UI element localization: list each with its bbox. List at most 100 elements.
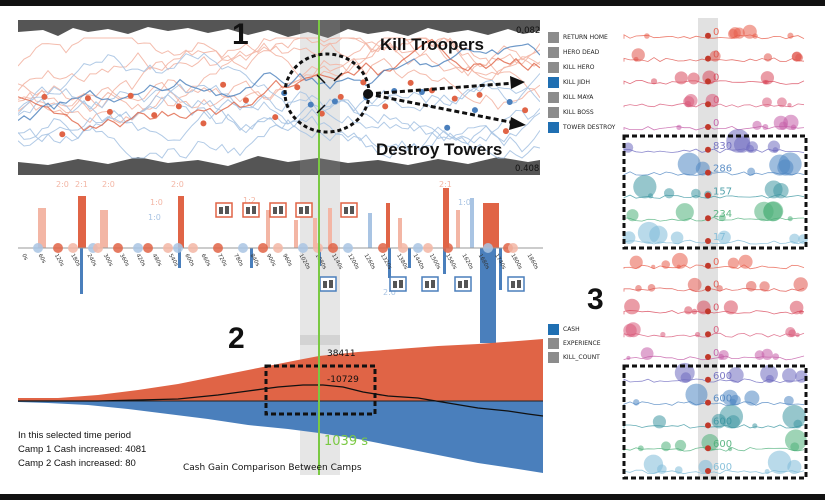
event-bar — [499, 248, 502, 290]
bubble — [784, 429, 807, 452]
bubble — [742, 24, 757, 39]
bottom-border — [0, 494, 825, 500]
small-multiple-row: 286 — [623, 152, 805, 176]
bubble — [787, 102, 792, 108]
timeline-circle — [298, 243, 308, 253]
bubble — [633, 175, 657, 199]
score-label: 2:1 — [75, 180, 88, 189]
bubble — [787, 32, 794, 39]
marker-dot — [705, 169, 711, 176]
legend-item[interactable]: CASH — [548, 323, 580, 335]
cash-area-chart[interactable]: 38411 -10729 1039 s Cash Gain Comparison… — [18, 335, 543, 475]
timeline-circle — [423, 243, 433, 253]
legend-item[interactable]: RETURN HOME — [548, 31, 608, 43]
time-tick: 1500s — [428, 253, 442, 271]
event-bar — [368, 213, 372, 248]
time-tick: 120s — [53, 253, 65, 268]
time-tick: 1800s — [509, 253, 523, 271]
legend-item[interactable]: TOWER DESTROY — [548, 121, 615, 133]
bubble — [651, 264, 656, 269]
line-view-panel[interactable]: 0.082 0.408 — [18, 20, 540, 175]
bottom-silhouette — [18, 156, 540, 175]
small-multiple-row: 600 — [623, 450, 805, 475]
row-value: 0 — [713, 27, 719, 38]
bubble — [633, 56, 639, 62]
time-tick: 840s — [248, 253, 260, 268]
row-value: 0 — [713, 95, 719, 106]
bubble — [661, 441, 671, 452]
row-value: 0 — [713, 280, 719, 291]
time-tick: 960s — [281, 253, 293, 268]
event-dot — [318, 110, 325, 117]
row-value: 0 — [713, 118, 719, 129]
legend-item[interactable]: KILL HERO — [548, 61, 595, 73]
panel-number-2: 2 — [228, 322, 245, 355]
event-dot — [407, 79, 414, 86]
event-dot — [382, 103, 389, 110]
camp1-cash-area — [18, 339, 543, 401]
small-multiple-row: 17 — [622, 221, 808, 245]
tower-icons — [215, 202, 525, 292]
legend-swatch — [548, 121, 559, 133]
time-tick: 60s — [37, 253, 47, 265]
legend-item[interactable]: KILL_COUNT — [548, 351, 600, 363]
row-value: 600 — [713, 462, 732, 473]
tower-icon — [242, 202, 260, 218]
timeline-circle — [213, 243, 223, 253]
bubble — [635, 285, 642, 292]
bubble — [727, 446, 733, 452]
event-bar — [178, 196, 184, 248]
legend-item[interactable]: KILL JIDH — [548, 76, 590, 88]
event-timeline[interactable]: 0s 60s 120s 180s 240s 300s 360s 420s 480s 540s 600… — [18, 175, 543, 345]
bubble — [691, 308, 698, 315]
bubble — [761, 348, 773, 361]
bubble — [687, 277, 702, 292]
bubble — [791, 51, 802, 62]
time-tick: 1200s — [346, 253, 360, 271]
event-dot — [220, 81, 227, 88]
camp-line — [18, 37, 540, 92]
difference-line — [18, 384, 543, 417]
bubble — [674, 439, 687, 452]
bubble — [626, 209, 639, 222]
legend-item[interactable]: HERO DEAD — [548, 46, 599, 58]
time-tick: 540s — [167, 253, 179, 268]
small-multiple-rows: 0 0 0 0 0 830 286 157 234 17 0 0 0 0 0 600 600 600 600 600 — [622, 24, 808, 475]
legend-swatch — [548, 76, 559, 88]
event-dot — [307, 101, 314, 108]
marker-dot — [705, 101, 711, 108]
marker-dot — [705, 124, 711, 130]
bubble — [675, 203, 694, 222]
bubble — [783, 114, 799, 130]
legend-item[interactable]: EXPERIENCE — [548, 337, 601, 349]
event-bar — [294, 220, 298, 248]
event-bar — [443, 188, 449, 248]
time-tick: 1260s — [363, 253, 377, 271]
bubble — [632, 399, 640, 406]
small-multiple-row: 0 — [623, 70, 805, 85]
timeline-circle — [398, 243, 408, 253]
timeline-circle — [258, 243, 268, 253]
legend-item[interactable]: KILL MAYA — [548, 91, 593, 103]
timeline-circle — [173, 243, 183, 253]
tower-icon — [269, 202, 287, 218]
lens-annotation — [283, 52, 526, 134]
small-multiples-panel[interactable]: 0 0 0 0 0 830 286 157 234 17 0 0 0 0 0 600 600 600 600 600 — [622, 18, 808, 480]
marker-dot — [705, 468, 711, 474]
bubble — [723, 300, 738, 315]
row-value: 0 — [713, 348, 719, 359]
info-line-3: Camp 2 Cash increased: 80 — [18, 458, 136, 469]
event-bar — [178, 248, 181, 268]
row-value: 600 — [713, 371, 732, 382]
bubble — [691, 188, 701, 199]
time-tick: 360s — [118, 253, 130, 268]
event-dot — [106, 108, 113, 115]
score-labels: 2:0 2:1 2:0 2:0 1:0 1:2 2:1 1:0 1:0 2:0 — [56, 180, 471, 297]
legend-item[interactable]: KILL BOSS — [548, 106, 594, 118]
timeline-circle — [68, 243, 78, 253]
legend-swatch — [548, 31, 559, 43]
event-bar — [480, 248, 496, 343]
timeline-circle — [273, 243, 283, 253]
bubble — [764, 468, 770, 474]
time-tick: 240s — [85, 253, 97, 268]
